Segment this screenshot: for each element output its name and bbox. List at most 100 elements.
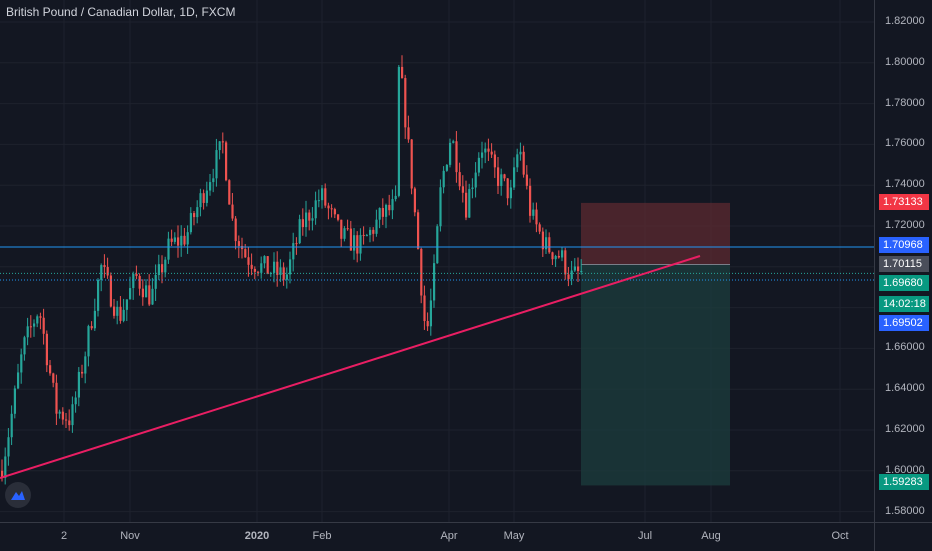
candle-body: [417, 212, 420, 249]
candle-body: [161, 264, 164, 273]
candle-body: [90, 326, 93, 329]
candle-body: [145, 285, 148, 298]
candle-body: [394, 195, 397, 200]
candle-body: [61, 411, 64, 420]
candle-body: [349, 228, 352, 251]
candle-body: [186, 232, 189, 245]
price-chart[interactable]: [0, 0, 874, 522]
candle-body: [561, 250, 564, 258]
candle-body: [260, 263, 263, 273]
price-tick-label: 1.80000: [885, 55, 925, 68]
candle-body: [193, 213, 196, 218]
candle-body: [337, 214, 340, 220]
candle-body: [577, 266, 580, 272]
candle-body: [301, 219, 304, 228]
candle-body: [449, 142, 452, 165]
candle-body: [209, 182, 212, 191]
chart-area[interactable]: British Pound / Canadian Dollar, 1D, FXC…: [0, 0, 874, 522]
price-label-support: 1.69502: [879, 315, 929, 331]
candle-body: [42, 317, 45, 334]
candle-body: [525, 174, 528, 186]
candle-body: [135, 273, 138, 276]
candle-body: [7, 437, 10, 457]
position-zones[interactable]: [581, 202, 730, 486]
candle-body: [522, 151, 525, 175]
candle-body: [295, 243, 298, 245]
candle-body: [250, 264, 253, 269]
price-label-target: 1.59283: [879, 474, 929, 490]
candle-body: [10, 413, 13, 438]
candle-body: [484, 148, 487, 153]
candle-body: [564, 250, 567, 275]
candle-body: [39, 316, 42, 318]
time-axis[interactable]: 2 Nov 2020 Feb Apr May Jul Aug Oct: [0, 522, 874, 551]
candle-body: [340, 219, 343, 239]
candle-body: [237, 241, 240, 246]
candle-body: [23, 337, 26, 355]
candle-body: [506, 178, 509, 199]
candle-body: [551, 252, 554, 260]
candle-body: [180, 235, 183, 246]
price-axis[interactable]: 1.82000 1.80000 1.78000 1.76000 1.74000 1.720…: [874, 0, 932, 522]
price-tick-label: 1.60000: [885, 463, 925, 476]
candle-body: [461, 186, 464, 193]
candle-body: [164, 259, 167, 273]
drawn-lines[interactable]: [0, 246, 874, 479]
candle-body: [173, 237, 176, 242]
candle-body: [321, 188, 324, 201]
candle-body: [343, 228, 346, 239]
candle-body: [333, 209, 336, 215]
candle-body: [433, 263, 436, 301]
candle-body: [106, 267, 109, 276]
candle-body: [465, 192, 468, 218]
candle-body: [356, 235, 359, 254]
candle-body: [519, 151, 522, 155]
candle-body: [567, 274, 570, 280]
candle-body: [36, 316, 39, 324]
candle-body: [500, 174, 503, 186]
price-label-entry: 1.70115: [879, 256, 929, 272]
candle-body: [1, 470, 4, 478]
candle-body: [346, 228, 349, 230]
price-tick-label: 1.72000: [885, 219, 925, 231]
candle-body: [33, 323, 36, 327]
candle-body: [327, 205, 330, 209]
candle-body: [497, 167, 500, 186]
candle-body: [116, 306, 119, 316]
candle-body: [532, 209, 535, 216]
candle-body: [103, 265, 106, 268]
candle-body: [157, 264, 160, 275]
candle-body: [119, 306, 122, 321]
candle-body: [13, 388, 16, 414]
candle-body: [74, 397, 77, 405]
candle-body: [138, 275, 141, 289]
trendline: [0, 255, 701, 479]
tradingview-logo-icon[interactable]: [5, 482, 31, 508]
time-tick-label: Jul: [637, 530, 653, 542]
candle-body: [458, 172, 461, 187]
candle-body: [314, 200, 317, 219]
candle-body: [266, 256, 269, 275]
candle-body: [375, 219, 378, 234]
candle-body: [471, 187, 474, 190]
price-tick-label: 1.66000: [885, 341, 925, 354]
candle-body: [362, 234, 365, 236]
candle-body: [513, 167, 516, 188]
candle-body: [452, 141, 455, 143]
symbol-title[interactable]: British Pound / Canadian Dollar, 1D, FXC…: [6, 5, 236, 19]
candle-body: [151, 288, 154, 305]
candle-body: [391, 199, 394, 211]
price-tick-label: 1.76000: [885, 137, 925, 150]
candle-body: [247, 257, 250, 265]
price-tick-label: 1.78000: [885, 96, 925, 109]
candle-body: [535, 209, 538, 225]
candle-body: [100, 265, 103, 280]
candle-body: [445, 164, 448, 171]
candle-body: [221, 141, 224, 143]
candle-body: [26, 326, 29, 338]
price-label-hline: 1.70968: [879, 237, 929, 253]
candle-body: [196, 207, 199, 218]
candle-body: [369, 229, 372, 236]
candle-body: [97, 279, 100, 311]
candle-body: [285, 274, 288, 280]
